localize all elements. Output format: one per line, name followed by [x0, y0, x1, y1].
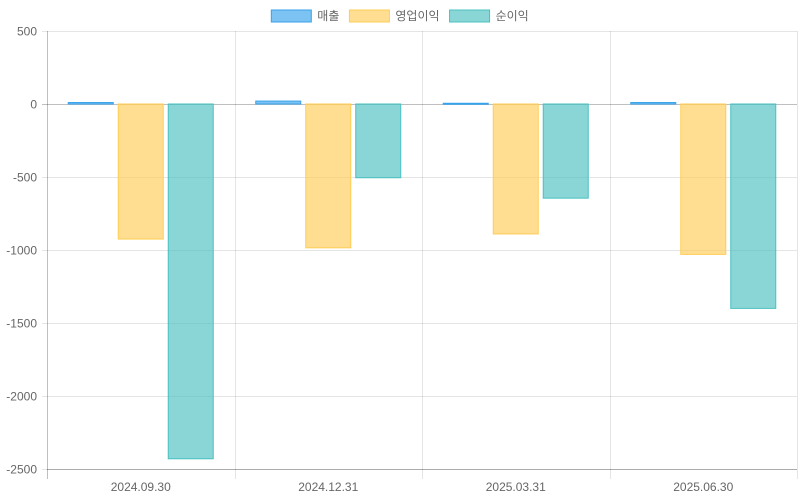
bars: [67, 100, 777, 460]
x-tick-label: 2024.09.30: [111, 480, 171, 494]
gridlines: [42, 31, 798, 479]
x-tick-label: 2025.03.31: [486, 480, 546, 494]
legend-item[interactable]: 순이익: [449, 9, 529, 23]
bar[interactable]: [680, 103, 727, 255]
bar[interactable]: [355, 103, 402, 179]
legend-item[interactable]: 매출: [270, 9, 339, 23]
legend-swatch: [449, 9, 491, 23]
bar[interactable]: [730, 103, 777, 309]
legend-label: 영업이익: [395, 9, 439, 23]
bar[interactable]: [167, 103, 214, 460]
bar[interactable]: [67, 102, 114, 105]
legend[interactable]: 매출 영업이익 순이익: [270, 9, 529, 23]
y-tick-label: -500: [13, 171, 37, 185]
bar[interactable]: [255, 100, 302, 105]
bar[interactable]: [542, 103, 589, 199]
y-tick-label: 0: [30, 98, 37, 112]
legend-label: 매출: [317, 9, 339, 23]
y-tick-label: -1000: [6, 244, 37, 258]
y-tick-label: -1500: [6, 317, 37, 331]
bar[interactable]: [442, 102, 489, 105]
x-tick-label: 2025.06.30: [673, 480, 733, 494]
y-tick-label: -2000: [6, 390, 37, 404]
x-tick-label: 2024.12.31: [298, 480, 358, 494]
legend-item[interactable]: 영업이익: [348, 9, 440, 23]
legend-swatch: [348, 9, 390, 23]
axes: 500 0 -500 -1000 -1500 -2000 -2500 2024.09.30 20…: [6, 25, 733, 495]
legend-label: 순이익: [496, 9, 529, 23]
y-tick-label: -2500: [6, 463, 37, 477]
bar[interactable]: [492, 103, 539, 235]
bar[interactable]: [305, 103, 352, 249]
legend-swatch: [270, 9, 312, 23]
y-tick-label: 500: [17, 25, 37, 39]
bar[interactable]: [117, 103, 164, 240]
bar[interactable]: [630, 102, 677, 105]
